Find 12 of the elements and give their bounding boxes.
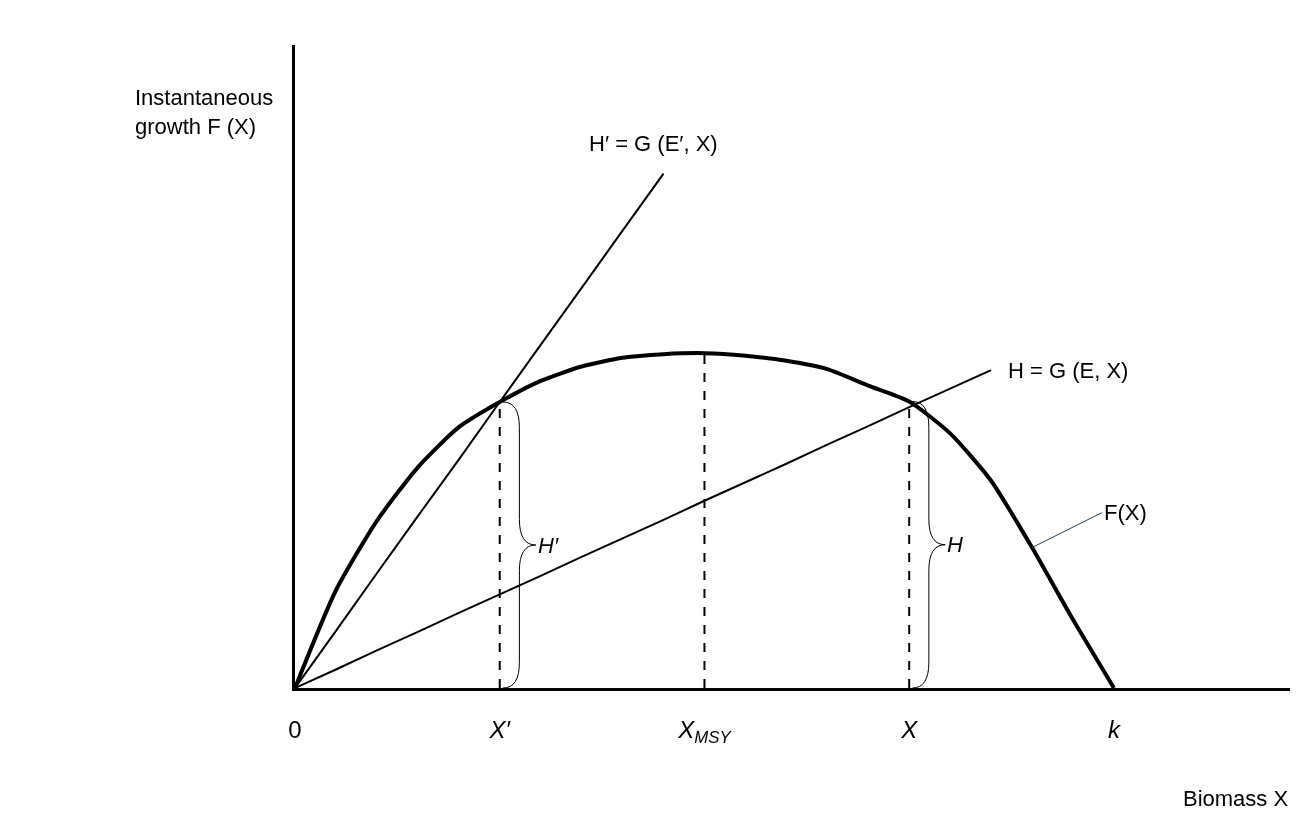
- x-tick-label: k: [1107, 715, 1122, 743]
- x-tick-label: X$_{MSY}$: [677, 715, 733, 747]
- annotation: H: [947, 532, 963, 557]
- x-tick-label: X′: [488, 715, 512, 743]
- x-tick-label: X: [900, 715, 919, 743]
- annotation: H = G (E, X): [1008, 358, 1129, 383]
- annotation: F(X): [1104, 500, 1147, 525]
- annotation: H′: [538, 533, 559, 558]
- y-axis-title: Instantaneous growth F (X): [135, 85, 274, 139]
- text: H′ = G (E′, X): [589, 131, 718, 156]
- x-axis-title: Biomass X: [1183, 786, 1289, 811]
- x-tick-label: 0: [288, 715, 302, 743]
